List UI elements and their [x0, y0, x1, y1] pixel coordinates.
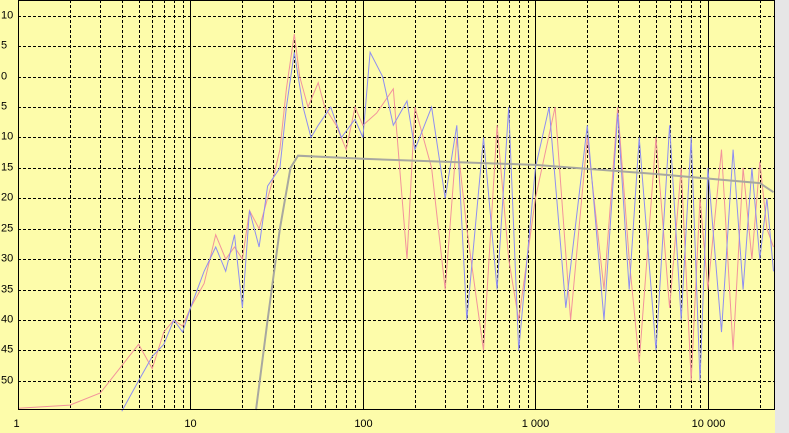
x-tick-label: 1 — [13, 418, 19, 430]
y-tick-label: 20 — [1, 191, 13, 203]
y-tick-label: 15 — [1, 161, 13, 173]
label-strip — [0, 0, 18, 433]
x-label-strip — [0, 410, 775, 433]
scrollbar-strip — [775, 0, 789, 433]
y-tick-label: 5 — [1, 39, 7, 51]
y-tick-label: 40 — [1, 313, 13, 325]
x-tick-label: 1 000 — [522, 418, 550, 430]
plot-area — [18, 0, 775, 410]
y-tick-label: 30 — [1, 252, 13, 264]
plot-border — [18, 0, 775, 410]
series-line — [121, 50, 774, 412]
y-tick-label: 50 — [1, 374, 13, 386]
y-tick-label: 10 — [1, 130, 13, 142]
y-tick-label: 0 — [1, 70, 7, 82]
series-line — [17, 34, 774, 409]
x-tick-label: 10 000 — [692, 418, 726, 430]
y-tick-label: 10 — [1, 9, 13, 21]
y-tick-label: 25 — [1, 222, 13, 234]
y-tick-label: 5 — [1, 100, 7, 112]
x-tick-label: 100 — [354, 418, 372, 430]
x-tick-label: 10 — [184, 418, 196, 430]
series-line — [255, 154, 775, 411]
y-tick-label: 35 — [1, 283, 13, 295]
y-tick-label: 45 — [1, 343, 13, 355]
